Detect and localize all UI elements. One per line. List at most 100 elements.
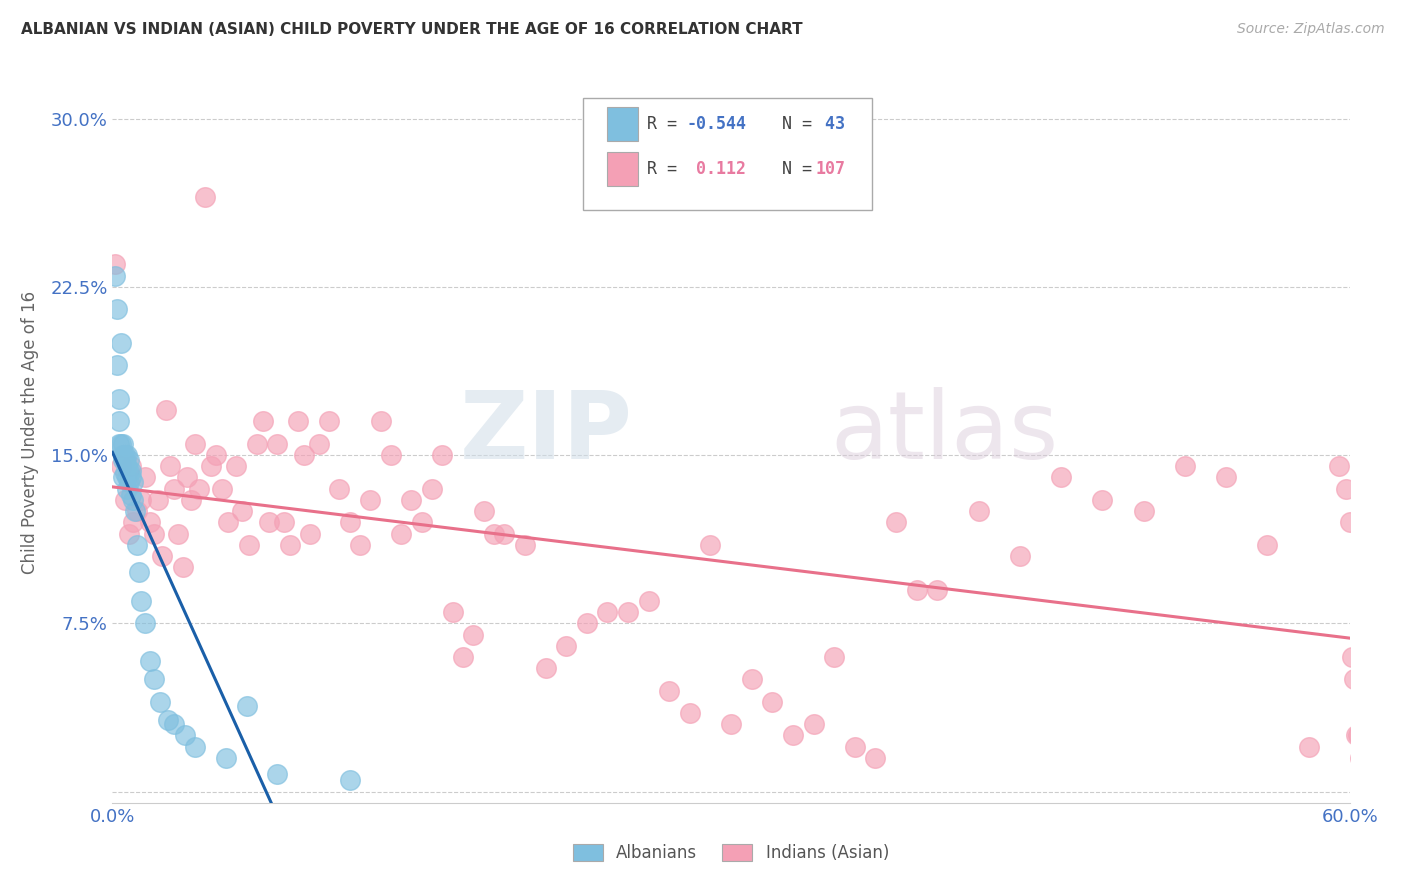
- Point: [157, 713, 180, 727]
- Point: [1215, 470, 1237, 484]
- Point: [107, 437, 129, 451]
- Point: [278, 538, 301, 552]
- Point: [389, 526, 412, 541]
- Point: [720, 717, 742, 731]
- Point: [124, 504, 146, 518]
- Point: [1256, 538, 1278, 552]
- Y-axis label: Child Poverty Under the Age of 16: Child Poverty Under the Age of 16: [21, 291, 39, 574]
- Point: [380, 448, 402, 462]
- Point: [1343, 673, 1365, 687]
- Point: [163, 717, 186, 731]
- Text: ALBANIAN VS INDIAN (ASIAN) CHILD POVERTY UNDER THE AGE OF 16 CORRELATION CHART: ALBANIAN VS INDIAN (ASIAN) CHILD POVERTY…: [21, 22, 803, 37]
- Point: [103, 268, 125, 283]
- Point: [1050, 470, 1073, 484]
- Point: [118, 475, 141, 489]
- Point: [122, 475, 145, 489]
- Point: [287, 414, 309, 428]
- Point: [1174, 459, 1197, 474]
- Point: [235, 699, 257, 714]
- Point: [131, 594, 153, 608]
- Point: [149, 695, 172, 709]
- Point: [637, 594, 659, 608]
- Point: [299, 526, 322, 541]
- Point: [292, 448, 315, 462]
- Point: [266, 437, 288, 451]
- Text: -0.544: -0.544: [686, 115, 747, 133]
- Point: [110, 335, 132, 350]
- Point: [1355, 627, 1378, 641]
- Point: [359, 492, 381, 507]
- Point: [782, 729, 804, 743]
- Point: [167, 526, 190, 541]
- Point: [105, 359, 128, 373]
- Point: [118, 526, 141, 541]
- Text: N =: N =: [762, 115, 823, 133]
- Point: [114, 452, 136, 467]
- Point: [699, 538, 721, 552]
- Point: [131, 492, 153, 507]
- Point: [1368, 639, 1391, 653]
- Point: [1369, 650, 1392, 665]
- Point: [803, 717, 825, 731]
- Point: [118, 464, 141, 478]
- Text: ZIP: ZIP: [460, 386, 633, 479]
- Point: [114, 448, 136, 462]
- Point: [1353, 739, 1375, 754]
- Point: [115, 448, 138, 462]
- Point: [184, 437, 207, 451]
- Point: [679, 706, 702, 720]
- Point: [115, 459, 138, 474]
- Point: [159, 459, 181, 474]
- Point: [246, 437, 269, 451]
- Point: [114, 466, 136, 480]
- Point: [472, 504, 495, 518]
- Point: [176, 470, 198, 484]
- Point: [110, 437, 132, 451]
- Point: [1347, 729, 1369, 743]
- Point: [138, 516, 160, 530]
- Point: [107, 414, 129, 428]
- Text: R =: R =: [647, 115, 686, 133]
- Point: [211, 482, 233, 496]
- Point: [328, 482, 350, 496]
- Point: [411, 516, 433, 530]
- Point: [134, 470, 156, 484]
- Point: [111, 448, 134, 462]
- Point: [120, 470, 142, 484]
- Point: [927, 582, 949, 597]
- Point: [1378, 650, 1400, 665]
- Point: [225, 459, 247, 474]
- Point: [173, 729, 195, 743]
- Point: [127, 538, 149, 552]
- Point: [823, 650, 845, 665]
- Point: [107, 392, 129, 406]
- Point: [1374, 482, 1396, 496]
- Point: [115, 482, 138, 496]
- Point: [142, 526, 165, 541]
- Point: [451, 650, 474, 665]
- Point: [110, 459, 132, 474]
- Point: [318, 414, 340, 428]
- Point: [118, 452, 141, 467]
- Point: [103, 257, 125, 271]
- Text: R =: R =: [647, 160, 686, 178]
- Point: [184, 739, 207, 754]
- Point: [761, 695, 783, 709]
- Point: [122, 516, 145, 530]
- Point: [231, 504, 253, 518]
- Point: [215, 751, 238, 765]
- Point: [120, 464, 142, 478]
- Point: [1375, 516, 1398, 530]
- Point: [482, 526, 505, 541]
- Point: [111, 452, 134, 467]
- Point: [420, 482, 443, 496]
- Point: [1340, 650, 1362, 665]
- Point: [658, 683, 681, 698]
- Point: [463, 627, 485, 641]
- Text: 107: 107: [815, 160, 845, 178]
- Point: [555, 639, 578, 653]
- Point: [204, 448, 226, 462]
- Point: [349, 538, 371, 552]
- Point: [1132, 504, 1154, 518]
- Text: 43: 43: [815, 115, 845, 133]
